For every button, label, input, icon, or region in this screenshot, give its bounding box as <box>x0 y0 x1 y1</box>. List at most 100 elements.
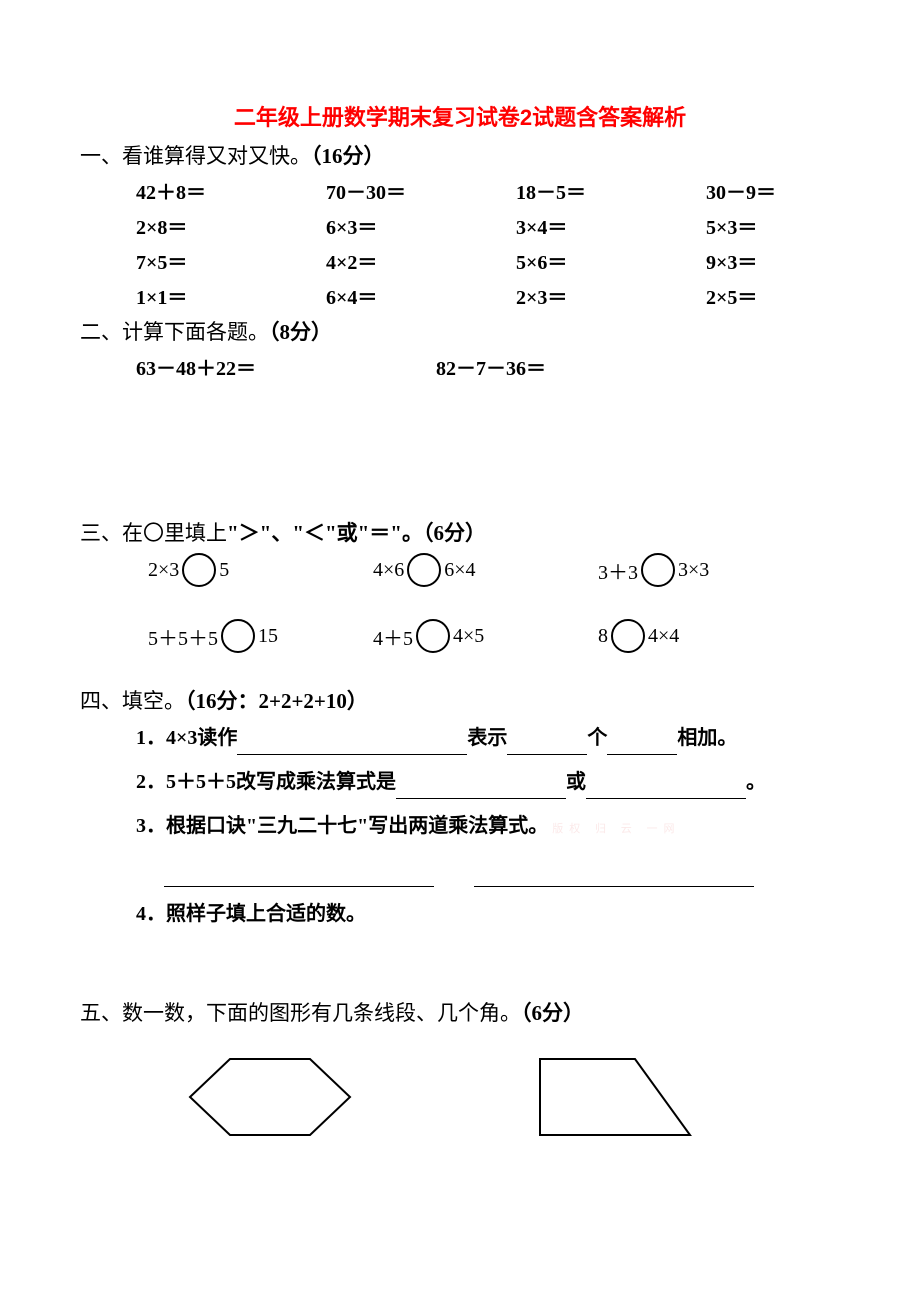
compare-group: 2×3 5 4×6 6×4 3＋3 3×3 5＋5＋5 15 4＋5 4×5 8 4×4 <box>148 553 840 653</box>
q4-1-t2: 表示 <box>467 727 507 749</box>
section-5-points: （6分） <box>521 1001 584 1025</box>
trapezoid-shape-icon <box>520 1047 700 1147</box>
compare-cell: 5＋5＋5 15 <box>148 619 373 653</box>
blank-space <box>80 941 840 991</box>
eq-cell: 9×3＝ <box>706 246 896 275</box>
eq-cell: 5×6＝ <box>516 246 706 275</box>
compare-cell: 4×6 6×4 <box>373 553 598 587</box>
compare-right: 3×3 <box>678 559 709 582</box>
blank-underline <box>237 732 467 755</box>
eq-cell: 3×4＝ <box>516 211 706 240</box>
compare-left: 3＋3 <box>598 556 638 585</box>
blank-underline <box>474 864 754 887</box>
section-4-header: 四、填空。（16分：2+2+2+10） <box>80 685 840 715</box>
section-2-header: 二、计算下面各题。（8分） <box>80 316 840 346</box>
eq-cell: 42＋8＝ <box>136 176 326 205</box>
eq-cell: 2×3＝ <box>516 281 706 310</box>
circle-blank <box>416 619 450 653</box>
q4-3: 3．根据口诀"三九二十七"写出两道乘法算式。版权 归 云 一网 <box>136 809 840 843</box>
q4-4-t1: 照样子填上合适的数。 <box>166 903 366 925</box>
section-4-points: （16分：2+2+2+10） <box>185 689 368 713</box>
section-1-header: 一、看谁算得又对又快。（16分） <box>80 140 840 170</box>
q4-2-t3: 。 <box>746 771 766 793</box>
q4-3-blanks <box>164 853 840 887</box>
q4-1-num: 1．4×3 <box>136 727 197 749</box>
watermark-text: 版权 归 云 一网 <box>552 823 680 835</box>
q4-2-t1: 改写成乘法算式是 <box>236 771 396 793</box>
q4-3-num: 3． <box>136 815 166 837</box>
section-5-header: 五、数一数，下面的图形有几条线段、几个角。（6分） <box>80 997 840 1027</box>
compare-cell: 2×3 5 <box>148 553 373 587</box>
hexagon-shape-icon <box>180 1047 360 1147</box>
compare-left: 4×6 <box>373 559 404 582</box>
q4-1: 1．4×3读作表示个相加。 <box>136 721 840 755</box>
compare-right: 15 <box>258 625 278 648</box>
compare-cell: 3＋3 3×3 <box>598 553 823 587</box>
exam-page: 二年级上册数学期末复习试卷2试题含答案解析 一、看谁算得又对又快。（16分） 4… <box>0 0 920 1187</box>
section-2-row: 63－48＋22＝ 82－7－36＝ <box>136 352 840 381</box>
compare-left: 2×3 <box>148 559 179 582</box>
blank-underline <box>396 776 566 799</box>
blank-underline <box>164 864 434 887</box>
section-5-prefix: 五、数一数，下面的图形有几条线段、几个角。 <box>80 1001 521 1025</box>
eq-cell: 5×3＝ <box>706 211 896 240</box>
compare-left: 4＋5 <box>373 622 413 651</box>
eq-row: 1×1＝ 6×4＝ 2×3＝ 2×5＝ <box>136 281 840 310</box>
q4-1-t4: 相加。 <box>677 727 737 749</box>
compare-right: 4×5 <box>453 625 484 648</box>
compare-left: 8 <box>598 625 608 648</box>
q4-2-t2: 或 <box>566 771 586 793</box>
eq-row: 7×5＝ 4×2＝ 5×6＝ 9×3＝ <box>136 246 840 275</box>
compare-cell: 8 4×4 <box>598 619 823 653</box>
circle-blank <box>611 619 645 653</box>
compare-right: 6×4 <box>444 559 475 582</box>
blank-underline <box>586 776 746 799</box>
compare-row: 5＋5＋5 15 4＋5 4×5 8 4×4 <box>148 619 840 653</box>
q4-3-t1: 根据口诀"三九二十七"写出两道乘法算式。 <box>166 815 548 837</box>
eq-cell: 1×1＝ <box>136 281 326 310</box>
q4-1-t3: 个 <box>587 727 607 749</box>
section-2-prefix: 二、计算下面各题。 <box>80 320 269 344</box>
calc-a: 63－48＋22＝ <box>136 352 436 381</box>
eq-cell: 2×5＝ <box>706 281 896 310</box>
section-3-mid: "＞"、"＜"或"＝"。 <box>227 521 423 545</box>
blank-space <box>80 381 840 511</box>
eq-cell: 6×3＝ <box>326 211 516 240</box>
eq-cell: 18－5＝ <box>516 176 706 205</box>
section-3-header: 三、在〇里填上"＞"、"＜"或"＝"。（6分） <box>80 517 840 547</box>
section-3-points: （6分） <box>423 521 486 545</box>
section-4-body: 1．4×3读作表示个相加。 2．5＋5＋5改写成乘法算式是或。 3．根据口诀"三… <box>136 721 840 931</box>
compare-right: 4×4 <box>648 625 679 648</box>
blank-underline <box>507 732 587 755</box>
q4-4-num: 4． <box>136 903 166 925</box>
circle-blank <box>182 553 216 587</box>
eq-cell: 70－30＝ <box>326 176 516 205</box>
eq-cell: 30－9＝ <box>706 176 896 205</box>
eq-cell: 4×2＝ <box>326 246 516 275</box>
section-2-points: （8分） <box>269 320 332 344</box>
circle-blank <box>641 553 675 587</box>
section-1-points: （16分） <box>311 144 385 168</box>
page-title: 二年级上册数学期末复习试卷2试题含答案解析 <box>80 100 840 132</box>
compare-row: 2×3 5 4×6 6×4 3＋3 3×3 <box>148 553 840 587</box>
circle-blank <box>407 553 441 587</box>
q4-4: 4．照样子填上合适的数。 <box>136 897 840 931</box>
eq-row: 2×8＝ 6×3＝ 3×4＝ 5×3＝ <box>136 211 840 240</box>
eq-cell: 7×5＝ <box>136 246 326 275</box>
compare-cell: 4＋5 4×5 <box>373 619 598 653</box>
eq-row: 42＋8＝ 70－30＝ 18－5＝ 30－9＝ <box>136 176 840 205</box>
circle-blank <box>221 619 255 653</box>
compare-left: 5＋5＋5 <box>148 622 218 651</box>
eq-cell: 6×4＝ <box>326 281 516 310</box>
section-1-grid: 42＋8＝ 70－30＝ 18－5＝ 30－9＝ 2×8＝ 6×3＝ 3×4＝ … <box>136 176 840 310</box>
q4-2: 2．5＋5＋5改写成乘法算式是 或 。 <box>136 765 840 799</box>
q4-2-num: 2．5＋5＋5 <box>136 771 236 793</box>
blank-underline <box>607 732 677 755</box>
section-3-prefix: 三、在〇里填上 <box>80 521 227 545</box>
compare-right: 5 <box>219 559 229 582</box>
shapes-row <box>180 1047 840 1147</box>
section-4-prefix: 四、填空。 <box>80 689 185 713</box>
calc-b: 82－7－36＝ <box>436 352 546 381</box>
eq-cell: 2×8＝ <box>136 211 326 240</box>
section-1-prefix: 一、看谁算得又对又快。 <box>80 144 311 168</box>
